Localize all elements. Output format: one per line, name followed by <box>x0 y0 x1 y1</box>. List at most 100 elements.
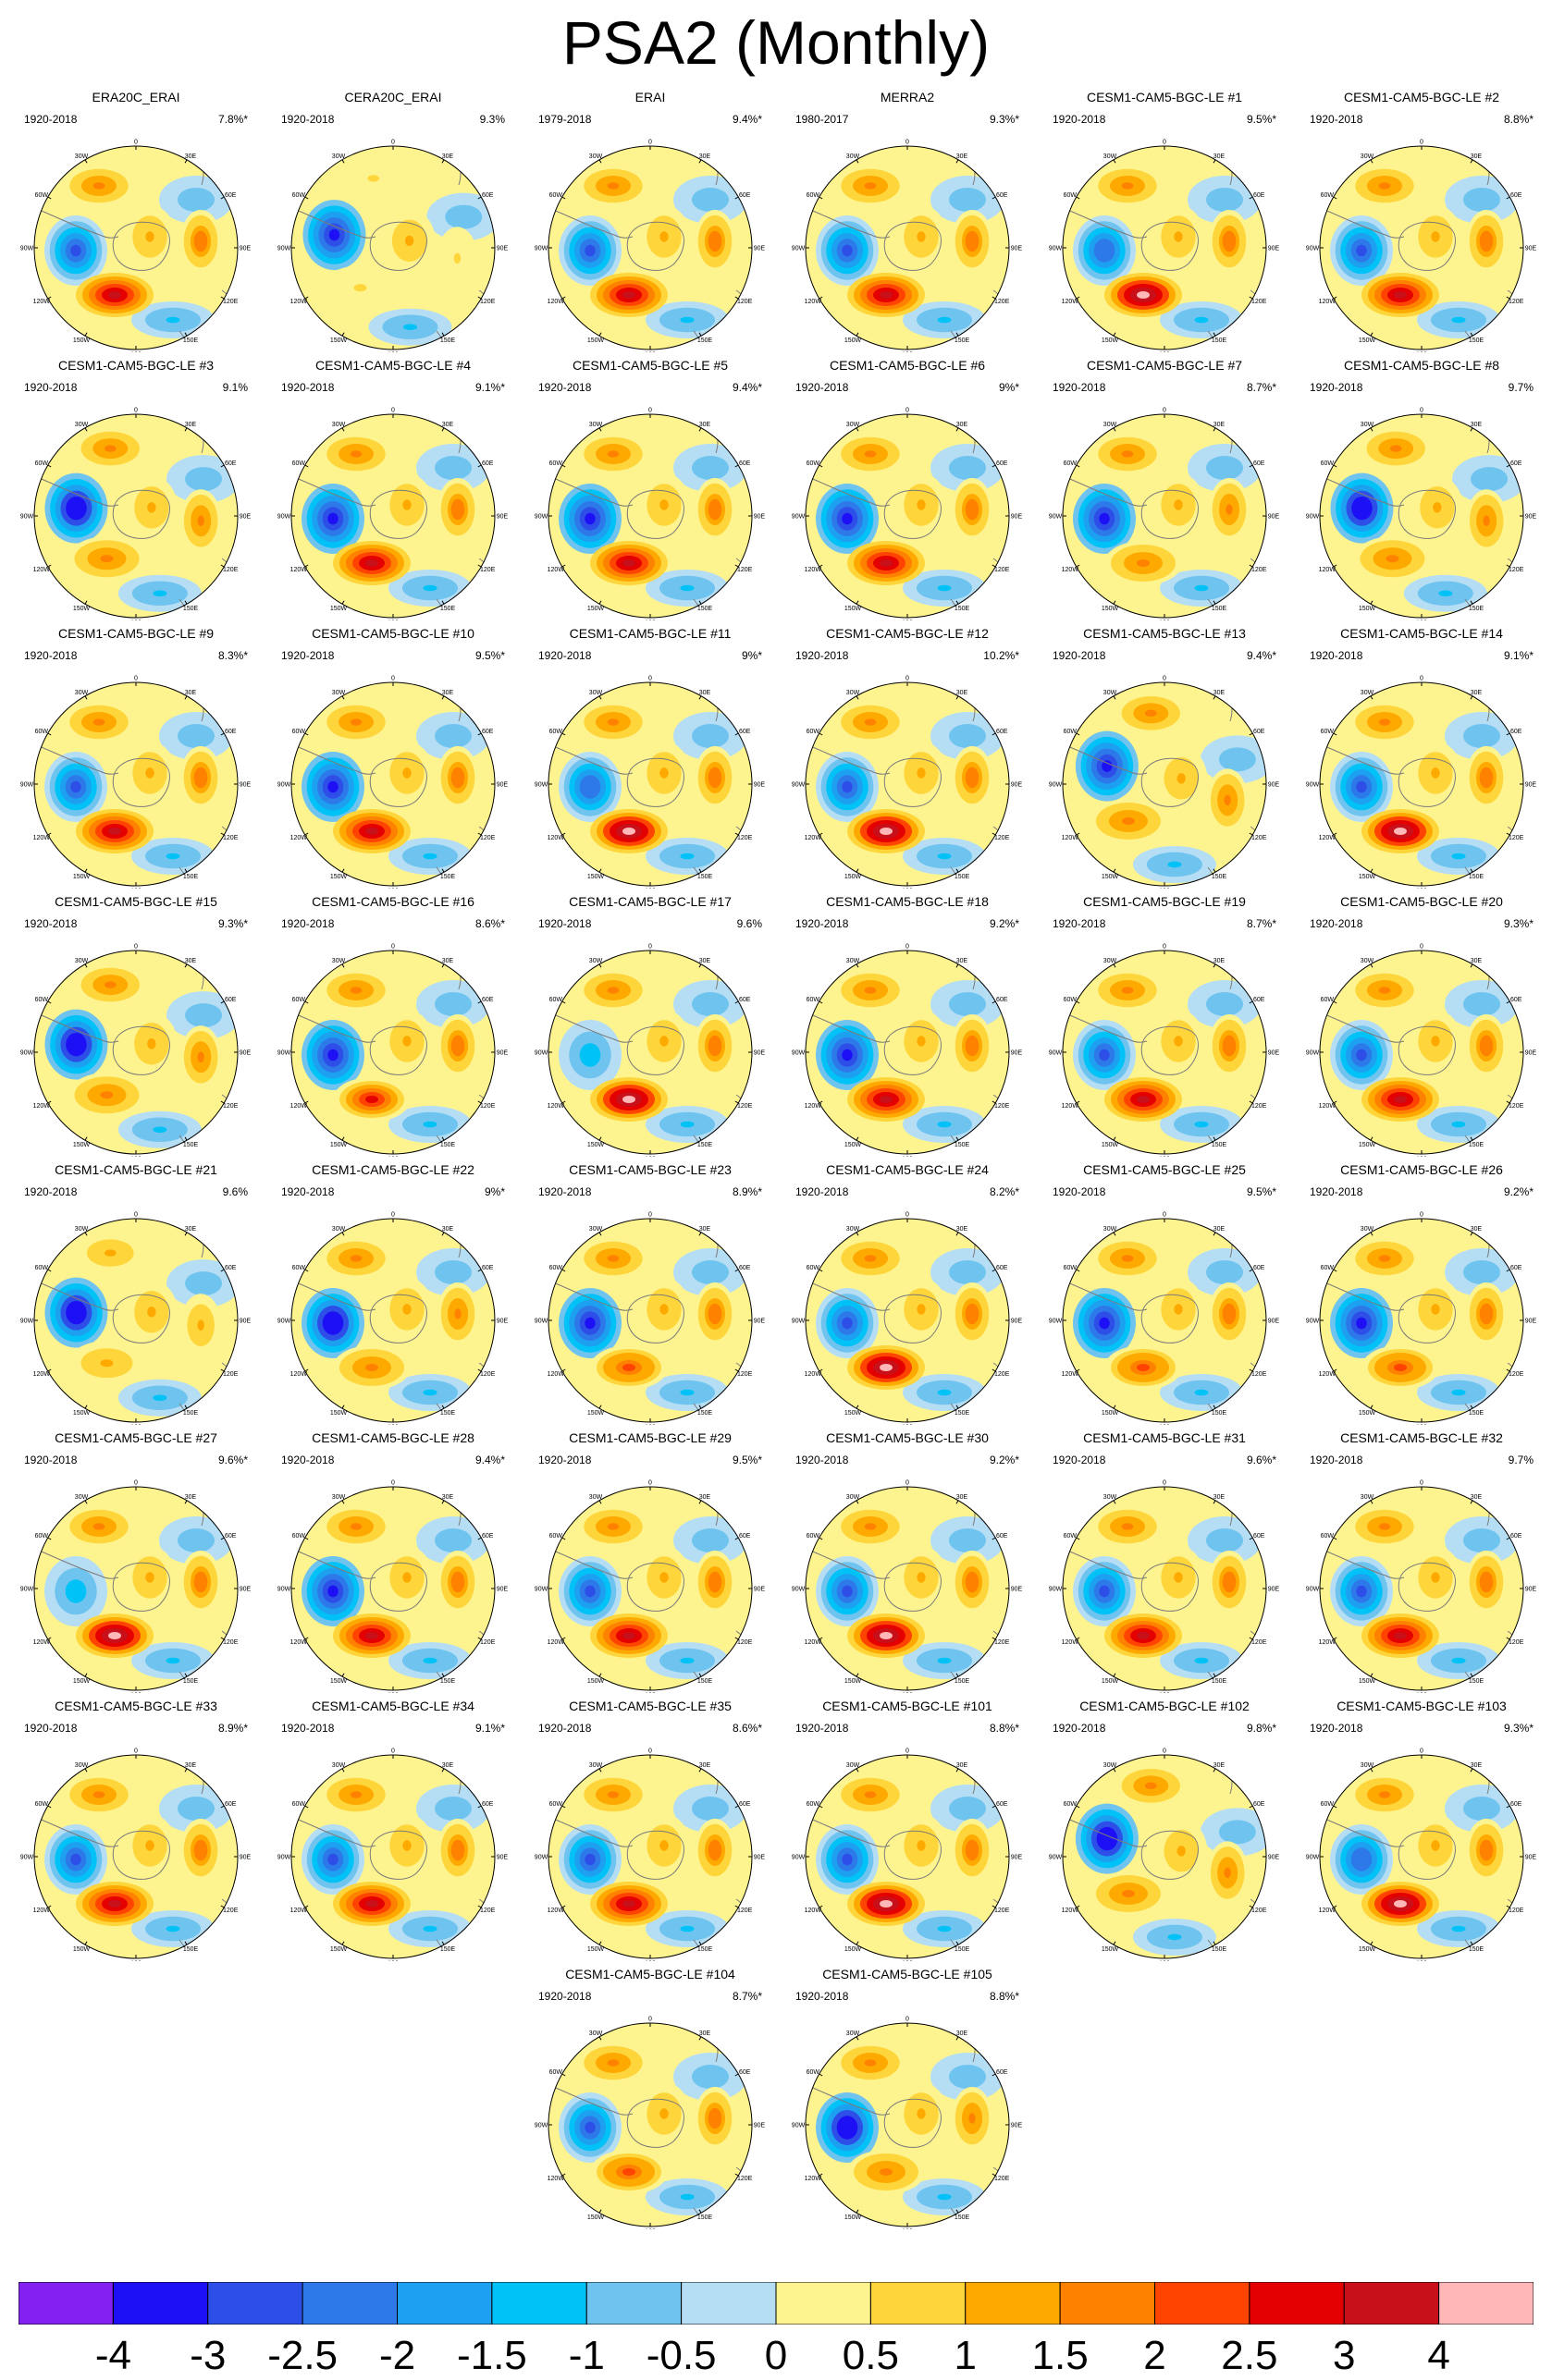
colorbar-segment <box>775 2282 871 2325</box>
longitude-label: 0 <box>391 1748 395 1755</box>
longitude-tick <box>561 1368 566 1372</box>
neg-anomaly <box>423 853 437 860</box>
pos-anomaly <box>607 987 620 994</box>
longitude-tick <box>856 963 859 968</box>
longitude-tick <box>441 1232 445 1236</box>
longitude-tick <box>819 1000 823 1004</box>
pos-center <box>1137 291 1150 299</box>
longitude-label: 150E <box>183 337 199 344</box>
panel-variance: 9.2%* <box>1503 1185 1534 1198</box>
longitude-label: 90E <box>1268 1587 1280 1593</box>
longitude-label: 90W <box>535 782 548 789</box>
panel-years: 1920-2018 <box>281 381 335 394</box>
longitude-label: 150W <box>73 1410 91 1417</box>
coastline <box>807 476 891 507</box>
neg-anomaly <box>704 1268 717 1277</box>
map-panel: CESM1-CAM5-BGC-LE #1 1920-2018 9.5%* 0 30E 60… <box>1040 89 1289 352</box>
longitude-tick <box>1076 832 1080 836</box>
longitude-label: 120W <box>805 835 822 841</box>
longitude-label: 30W <box>75 1762 89 1769</box>
longitude-label: 30E <box>185 1226 197 1233</box>
neg-anomaly <box>166 316 180 324</box>
neg-anomaly <box>680 853 695 860</box>
longitude-label: 90E <box>754 2123 766 2129</box>
pos-center <box>365 1632 378 1639</box>
coastline <box>293 744 376 775</box>
neg-center <box>585 1585 596 1598</box>
longitude-tick <box>304 196 309 200</box>
pos-anomaly <box>402 499 412 510</box>
longitude-tick <box>341 427 345 432</box>
longitude-tick <box>441 868 445 873</box>
polar-map: 030E60E90E120E150E180150W120W90W60W30W <box>20 1748 252 1962</box>
polar-map: 030E60E90E120E150E180150W120W90W60W30W <box>792 1212 1023 1426</box>
longitude-tick <box>1213 600 1216 605</box>
coastline <box>1140 757 1199 807</box>
longitude-label: 90W <box>792 1855 806 1861</box>
colorbar-label: -1.5 <box>456 2333 527 2378</box>
neg-anomaly <box>961 1000 974 1009</box>
longitude-tick <box>1506 464 1510 468</box>
pos-anomaly <box>197 772 204 783</box>
panel-title: CESM1-CAM5-BGC-LE #101 <box>822 1699 992 1713</box>
polar-map: 030E60E90E120E150E180150W120W90W60W30W <box>1306 944 1537 1158</box>
neg-center <box>842 2121 853 2134</box>
longitude-tick <box>819 832 823 836</box>
longitude-label: 180 <box>1416 1693 1427 1694</box>
panel-title: CESM1-CAM5-BGC-LE #4 <box>314 358 472 373</box>
longitude-tick <box>1506 732 1510 736</box>
longitude-tick <box>341 1768 345 1773</box>
map-panel: ERAI1979-20189.4%*030E60E90E120E150E1801… <box>525 89 775 352</box>
coastline <box>883 1294 942 1343</box>
longitude-label: 90E <box>1011 2123 1023 2129</box>
neg-center <box>1356 1049 1367 1061</box>
longitude-tick <box>1370 332 1373 337</box>
longitude-tick <box>47 1100 52 1104</box>
map-panel: CESM1-CAM5-BGC-LE #105 1920-2018 8.8%* 0 30E… <box>782 1966 1032 2229</box>
longitude-label: 180 <box>388 352 399 353</box>
longitude-label: 120W <box>548 567 565 573</box>
longitude-label: 120W <box>33 1908 51 1914</box>
neg-center <box>842 780 853 793</box>
longitude-tick <box>598 600 602 605</box>
neg-center <box>585 2121 596 2134</box>
longitude-tick <box>477 832 482 836</box>
colorbar-segment <box>397 2282 493 2325</box>
neg-anomaly <box>1451 1389 1466 1396</box>
panel-title: CESM1-CAM5-BGC-LE #25 <box>1083 1162 1246 1177</box>
longitude-label: 120E <box>223 1371 239 1378</box>
longitude-tick <box>47 1905 52 1908</box>
longitude-label: 120E <box>737 567 753 573</box>
neg-center <box>1356 244 1367 257</box>
longitude-label: 0 <box>391 1480 395 1487</box>
longitude-label: 30E <box>1213 1762 1226 1769</box>
panel-years: 1920-2018 <box>1310 1722 1363 1735</box>
longitude-tick <box>304 564 309 568</box>
neg-center <box>842 244 853 257</box>
neg-anomaly <box>961 731 974 741</box>
longitude-label: 90E <box>1011 1319 1023 1325</box>
pos-anomaly <box>1483 772 1490 783</box>
panel-title: CESM1-CAM5-BGC-LE #103 <box>1336 1699 1507 1713</box>
coastline <box>293 1012 376 1043</box>
longitude-tick <box>220 296 225 300</box>
longitude-label: 120W <box>33 299 51 305</box>
coastline <box>1065 1012 1148 1043</box>
longitude-label: 150W <box>587 1946 605 1953</box>
longitude-label: 0 <box>905 1748 909 1755</box>
panel-variance: 8.6%* <box>732 1722 762 1735</box>
map-panel: CERA20C_ERAI 1920-2018 9.3% 0 30E 60E 90E 120E 1… <box>268 89 518 352</box>
longitude-label: 30E <box>442 153 454 160</box>
neg-anomaly <box>1167 861 1182 868</box>
longitude-label: 60W <box>292 1801 306 1808</box>
pos-anomaly <box>145 1840 154 1851</box>
longitude-tick <box>856 1768 859 1773</box>
longitude-label: 120E <box>737 1371 753 1378</box>
longitude-label: 30E <box>956 690 968 696</box>
longitude-label: 30E <box>1471 153 1483 160</box>
longitude-label: 120W <box>290 299 308 305</box>
longitude-label: 0 <box>1163 140 1166 146</box>
longitude-tick <box>819 1537 823 1540</box>
longitude-label: 30W <box>1361 958 1374 964</box>
coastline <box>1065 744 1148 775</box>
